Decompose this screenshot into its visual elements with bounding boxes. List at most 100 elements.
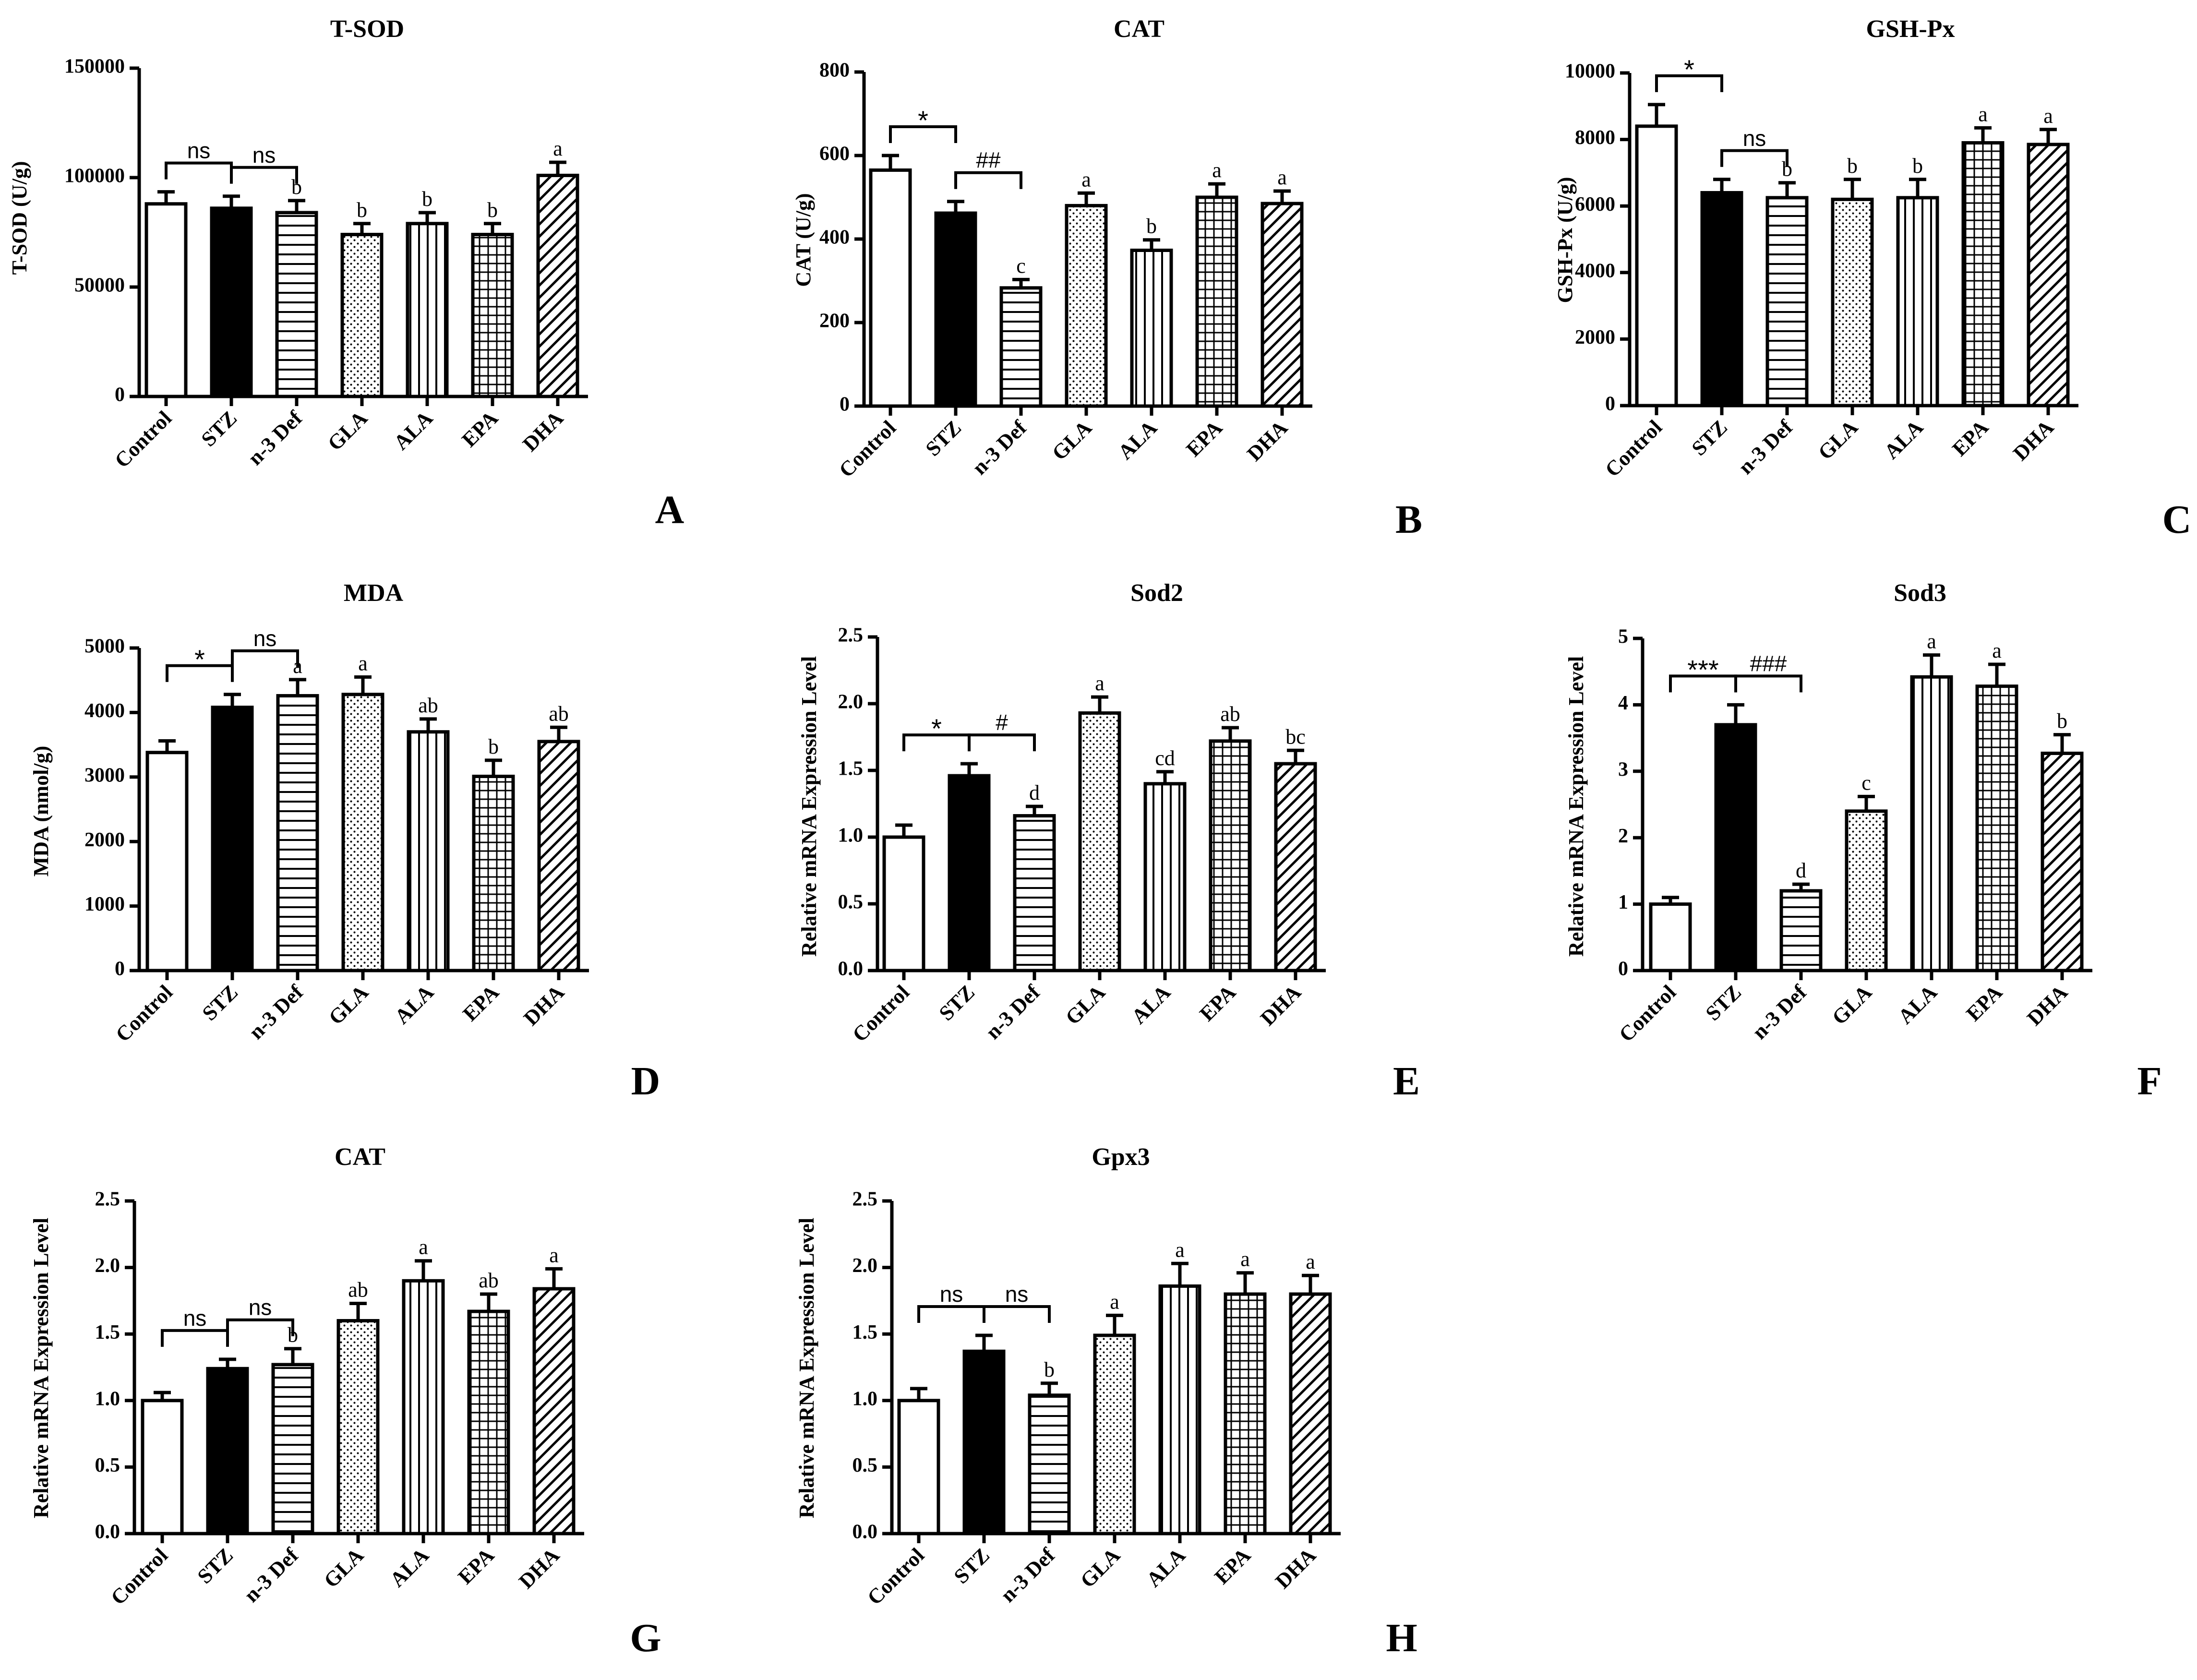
bracket-label: ns — [252, 143, 276, 168]
y-tick-label: 0.0 — [852, 1521, 878, 1543]
y-tick-label: 150000 — [64, 56, 125, 78]
bar-gla — [336, 1319, 380, 1536]
bar-epa — [1209, 739, 1252, 972]
significance-letter: ab — [1220, 702, 1240, 726]
y-tick-label: 5000 — [84, 636, 125, 658]
comparison-bracket — [917, 1305, 985, 1323]
x-tick-label: STZ — [197, 406, 241, 451]
x-tick-label: ALA — [385, 1543, 433, 1591]
panel-letter: H — [1386, 1616, 1417, 1660]
y-axis-label: Relative mRNA Expression Level — [795, 1218, 818, 1518]
bar-dha — [1261, 202, 1304, 408]
significance-letter: ab — [348, 1278, 368, 1301]
x-tick-label: GLA — [1061, 980, 1110, 1029]
y-tick-label: 2000 — [84, 829, 125, 851]
x-tick-label: DHA — [2022, 980, 2072, 1030]
x-tick-label: DHA — [514, 1543, 564, 1593]
y-tick-label: 0.5 — [95, 1454, 120, 1476]
bar-ala — [1896, 196, 1939, 408]
bar-gla — [340, 233, 384, 398]
x-tick-label: GLA — [1813, 415, 1862, 464]
bar-control — [1649, 902, 1692, 972]
x-tick-label: DHA — [1271, 1543, 1321, 1593]
bar-control — [1635, 124, 1678, 408]
bar-stz — [1700, 191, 1743, 408]
y-tick-label: 8000 — [1575, 127, 1615, 149]
significance-letter: a — [1978, 102, 1988, 126]
y-tick-label: 400 — [819, 227, 850, 249]
y-tick-label: 1.5 — [95, 1321, 120, 1344]
bar-n-3-def — [271, 1363, 314, 1536]
significance-letter: b — [1782, 157, 1792, 181]
y-tick-label: 0 — [840, 394, 850, 416]
y-tick-label: 0 — [115, 958, 125, 980]
significance-letter: a — [1927, 630, 1936, 653]
x-tick-label: ALA — [1127, 980, 1175, 1028]
x-tick-label: ALA — [1894, 980, 1942, 1028]
y-tick-label: 1.0 — [852, 1388, 878, 1410]
bar-stz — [948, 774, 991, 972]
chart-title: Sod3 — [1894, 579, 1946, 607]
bar-ala — [402, 1279, 445, 1536]
significance-letter: a — [1175, 1238, 1185, 1261]
chart-title: T-SOD — [330, 15, 404, 43]
bracket-label: ns — [940, 1282, 963, 1307]
bracket-label: ### — [1750, 651, 1787, 676]
y-tick-label: 2000 — [1575, 326, 1615, 348]
x-tick-label: Control — [111, 980, 177, 1046]
significance-letter: d — [1796, 859, 1806, 882]
x-tick-label: Control — [848, 980, 914, 1046]
bar-control — [869, 168, 912, 408]
y-tick-label: 0.0 — [95, 1521, 120, 1543]
y-axis-label: CAT (U/g) — [792, 193, 815, 287]
y-tick-label: 4000 — [1575, 260, 1615, 282]
comparison-bracket — [1720, 149, 1789, 167]
x-tick-label: Control — [834, 416, 900, 482]
bar-control — [145, 751, 189, 972]
x-tick-label: n-3 Def — [996, 1543, 1060, 1607]
panel-letter: C — [2162, 497, 2192, 542]
significance-letter: a — [553, 137, 563, 160]
y-tick-label: 800 — [819, 60, 850, 82]
significance-letter: ab — [418, 694, 438, 717]
x-tick-label: EPA — [1948, 415, 1993, 461]
significance-letter: a — [1992, 639, 2002, 662]
bar-gla — [1065, 204, 1108, 408]
x-tick-label: n-3 Def — [240, 1543, 303, 1607]
x-tick-label: n-3 Def — [244, 980, 308, 1044]
x-tick-label: DHA — [2008, 415, 2058, 465]
significance-letter: b — [487, 198, 498, 222]
significance-letter: cd — [1155, 746, 1175, 770]
x-tick-label: n-3 Def — [1748, 980, 1812, 1044]
x-tick-label: Control — [106, 1543, 172, 1609]
x-tick-label: Control — [1600, 415, 1667, 481]
comparison-bracket — [968, 733, 1036, 752]
y-tick-label: 2 — [1618, 825, 1628, 847]
significance-letter: a — [1277, 166, 1287, 189]
y-tick-label: 1.0 — [95, 1388, 120, 1410]
x-tick-label: Control — [110, 406, 176, 472]
bracket-label: *** — [1687, 654, 1718, 684]
bracket-label: ns — [183, 1306, 207, 1331]
bar-n-3-def — [1779, 889, 1823, 972]
bracket-label: * — [918, 105, 928, 135]
x-tick-label: n-3 Def — [968, 415, 1032, 479]
x-tick-label: GLA — [323, 406, 372, 455]
x-tick-label: STZ — [935, 980, 979, 1025]
bar-ala — [1910, 675, 1953, 972]
comparison-bracket — [165, 161, 233, 180]
bar-n-3-def — [275, 211, 318, 398]
comparison-bracket — [230, 166, 298, 184]
y-tick-label: 200 — [819, 310, 850, 332]
x-tick-label: ALA — [1142, 1543, 1190, 1591]
bar-stz — [211, 706, 254, 972]
significance-letter: a — [1095, 672, 1105, 695]
bar-gla — [1093, 1333, 1136, 1536]
x-tick-label: GLA — [319, 1543, 368, 1592]
bracket-label: ns — [249, 1295, 272, 1320]
x-tick-label: n-3 Def — [981, 980, 1045, 1044]
bar-ala — [406, 222, 449, 398]
y-tick-label: 100000 — [64, 165, 125, 187]
panel-c-chart: GSH-Px GSH-Px (U/g) 0 2000 4000 6000 8000 10000… — [1553, 15, 2191, 542]
bar-gla — [341, 693, 384, 972]
